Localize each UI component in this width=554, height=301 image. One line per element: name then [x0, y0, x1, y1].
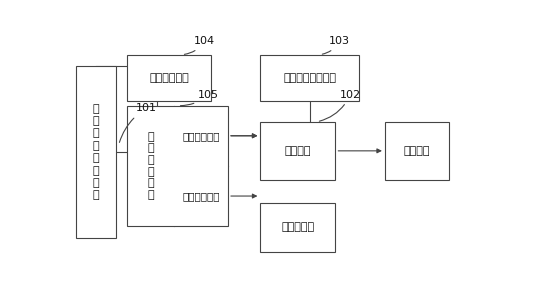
Bar: [260, 122, 336, 180]
Text: 104: 104: [184, 36, 215, 54]
Text: 103: 103: [322, 36, 350, 54]
Text: 第二信号通道: 第二信号通道: [182, 191, 220, 201]
Text: 外部计算机: 外部计算机: [281, 222, 315, 232]
Text: 信
号
切
换
开
关: 信 号 切 换 开 关: [147, 132, 154, 200]
Text: 101: 101: [120, 104, 157, 142]
Bar: [260, 203, 336, 252]
Text: 第一信号通道: 第一信号通道: [182, 131, 220, 141]
Text: 接口模块: 接口模块: [285, 146, 311, 156]
Text: 102: 102: [319, 89, 361, 121]
Text: 移动终端: 移动终端: [404, 146, 430, 156]
Bar: [127, 55, 211, 101]
Text: 105: 105: [181, 89, 219, 106]
Text: 数据显示控制模块: 数据显示控制模块: [283, 73, 336, 83]
Bar: [76, 66, 116, 238]
Bar: [385, 122, 449, 180]
Bar: [127, 106, 228, 226]
Bar: [260, 55, 359, 101]
Text: 光标检测模块: 光标检测模块: [149, 73, 189, 83]
Text: 控
制
指
令
输
入
模
块: 控 制 指 令 输 入 模 块: [93, 104, 99, 200]
